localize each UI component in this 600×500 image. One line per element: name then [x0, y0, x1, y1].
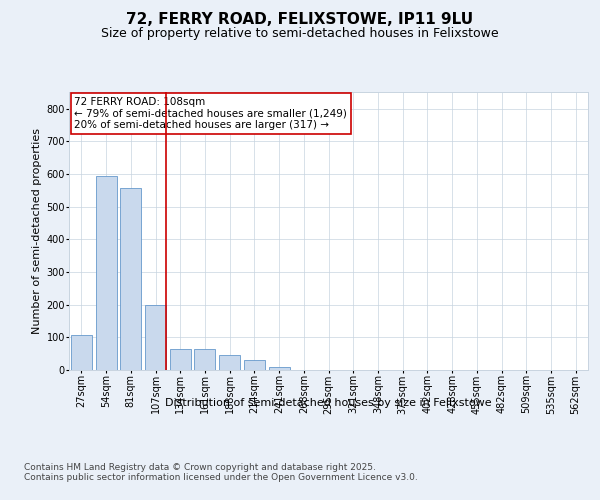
Bar — [219, 356, 240, 370]
Text: Distribution of semi-detached houses by size in Felixstowe: Distribution of semi-detached houses by … — [166, 398, 492, 407]
Y-axis label: Number of semi-detached properties: Number of semi-detached properties — [32, 128, 42, 334]
Text: Contains public sector information licensed under the Open Government Licence v3: Contains public sector information licen… — [24, 474, 418, 482]
Bar — [71, 334, 92, 370]
Text: Contains HM Land Registry data © Crown copyright and database right 2025.: Contains HM Land Registry data © Crown c… — [24, 462, 376, 471]
Bar — [269, 368, 290, 370]
Text: 72, FERRY ROAD, FELIXSTOWE, IP11 9LU: 72, FERRY ROAD, FELIXSTOWE, IP11 9LU — [127, 12, 473, 28]
Bar — [194, 350, 215, 370]
Bar — [244, 360, 265, 370]
Bar — [145, 304, 166, 370]
Text: 72 FERRY ROAD: 108sqm
← 79% of semi-detached houses are smaller (1,249)
20% of s: 72 FERRY ROAD: 108sqm ← 79% of semi-deta… — [74, 96, 347, 130]
Bar — [95, 176, 116, 370]
Text: Size of property relative to semi-detached houses in Felixstowe: Size of property relative to semi-detach… — [101, 28, 499, 40]
Bar — [120, 188, 141, 370]
Bar — [170, 350, 191, 370]
